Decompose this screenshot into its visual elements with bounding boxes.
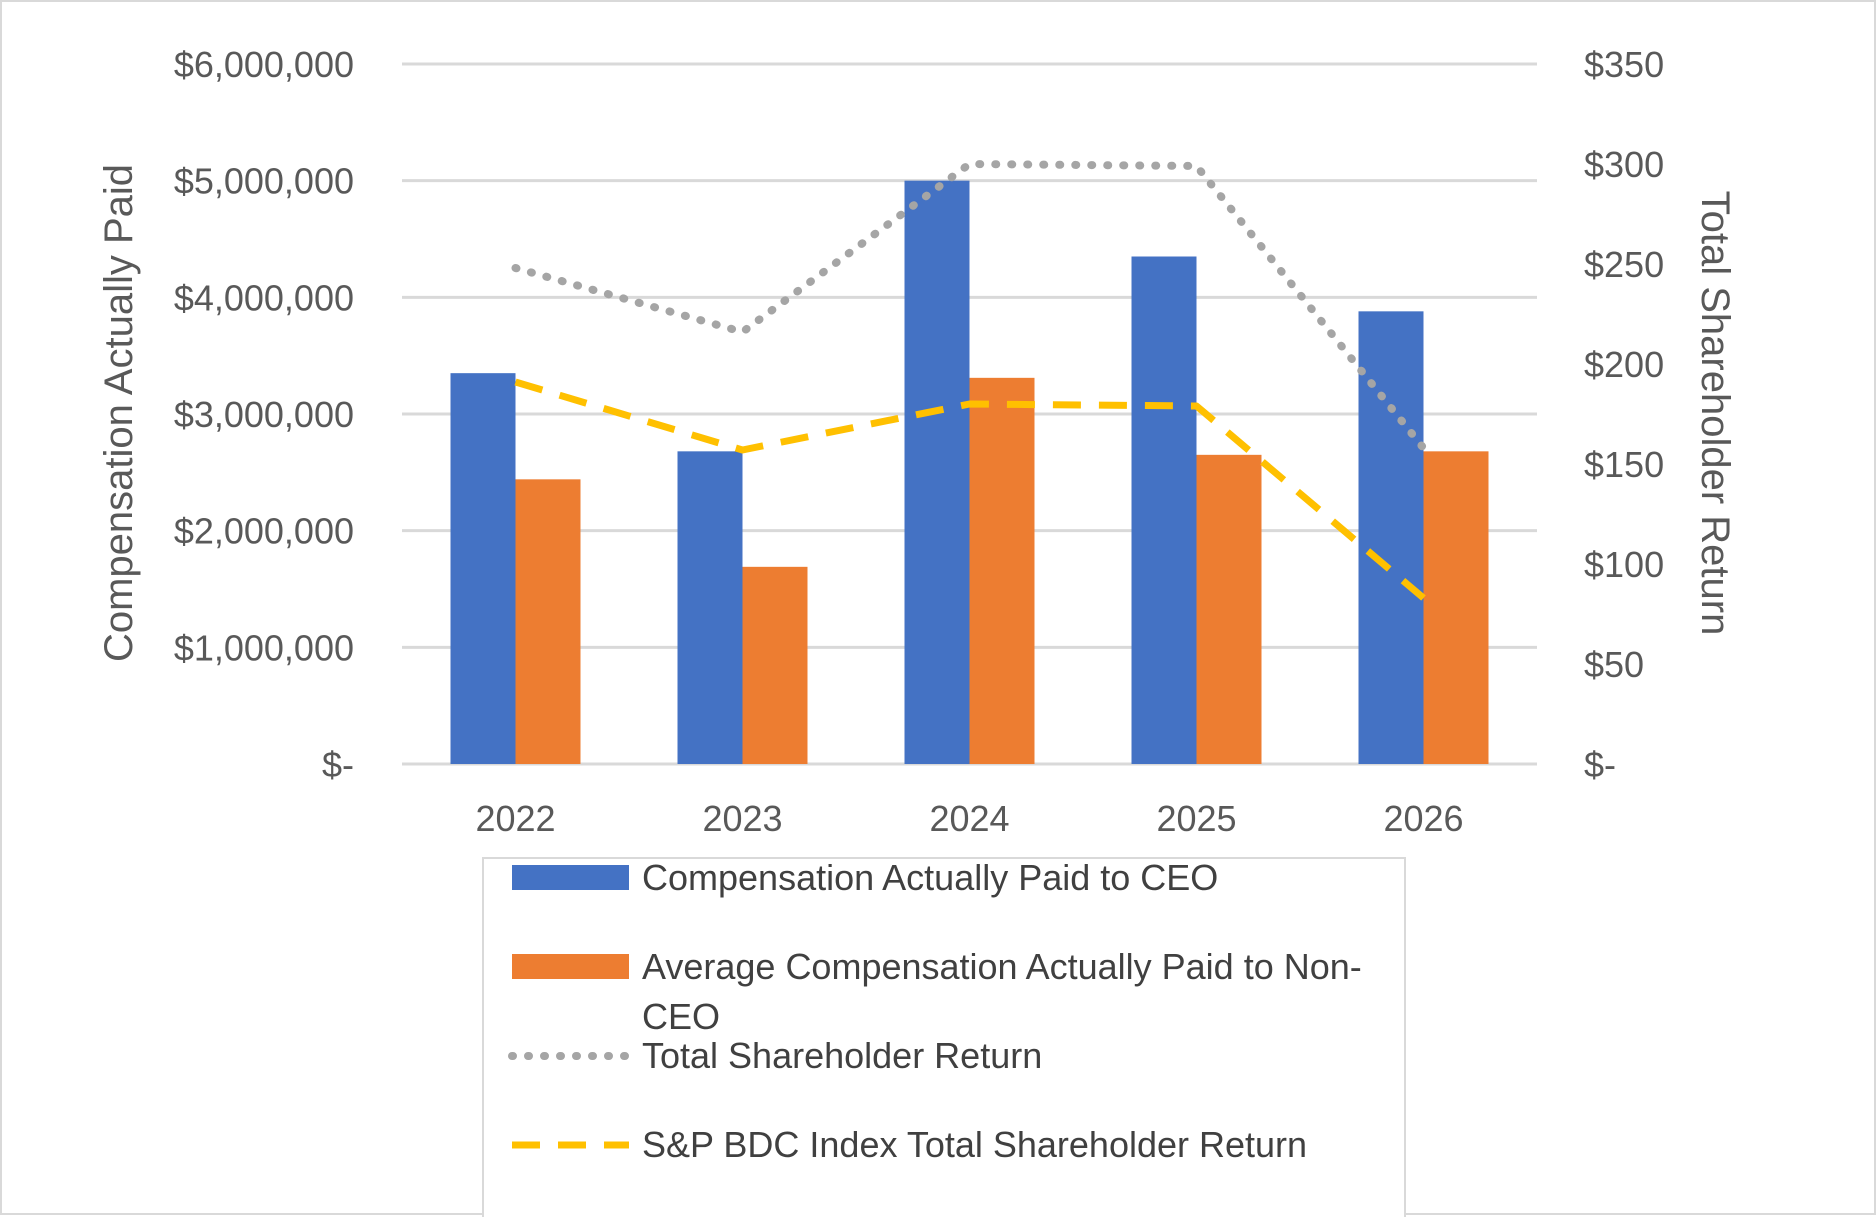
bar-non-ceo [515, 479, 581, 764]
legend-label: Total Shareholder Return [642, 1035, 1042, 1076]
x-tick-label: 2026 [1383, 798, 1463, 839]
bdc-index-line [514, 378, 1426, 601]
legend-swatch [512, 865, 629, 890]
bar-non-ceo [1196, 454, 1262, 764]
x-tick-label: 2022 [475, 798, 555, 839]
x-tick-label: 2023 [702, 798, 782, 839]
y-tick-label: $1,000,000 [174, 627, 354, 668]
legend-label: S&P BDC Index Total Shareholder Return [642, 1124, 1307, 1165]
legend-label: CEO [642, 996, 720, 1037]
y-tick-label: $2,000,000 [174, 511, 354, 552]
y2-tick-label: $50 [1584, 644, 1644, 685]
y-tick-label: $5,000,000 [174, 161, 354, 202]
bar-ceo [677, 451, 743, 764]
y2-tick-label: $150 [1584, 444, 1664, 485]
bar-ceo [450, 373, 516, 764]
y-tick-label: $4,000,000 [174, 277, 354, 318]
y2-tick-label: $100 [1584, 544, 1664, 585]
legend-box [482, 857, 1406, 1222]
x-tick-label: 2025 [1156, 798, 1236, 839]
y2-tick-label: $200 [1584, 344, 1664, 385]
y2-tick-label: $250 [1584, 244, 1664, 285]
legend: Compensation Actually Paid to CEO Average… [508, 857, 1362, 1165]
x-tick-label: 2024 [929, 798, 1009, 839]
bar-ceo [1358, 311, 1424, 764]
y2-axis-title: Total Shareholder Return [1693, 191, 1737, 636]
tsr-line [511, 160, 1428, 452]
bar-non-ceo [969, 377, 1035, 764]
bar-ceo [1131, 256, 1197, 764]
y2-tick-label: $300 [1584, 144, 1664, 185]
y-tick-label: $- [322, 744, 354, 785]
legend-label: Average Compensation Actually Paid to No… [642, 946, 1362, 987]
y-axis-title: Compensation Actually Paid [97, 164, 141, 662]
legend-swatch [512, 954, 629, 979]
y-tick-label: $3,000,000 [174, 394, 354, 435]
y2-tick-label: $350 [1584, 44, 1664, 85]
y-tick-label: $6,000,000 [174, 44, 354, 85]
bar-non-ceo [742, 566, 808, 764]
bar-ceo [904, 180, 970, 764]
legend-label: Compensation Actually Paid to CEO [642, 857, 1218, 898]
y2-tick-label: $- [1584, 744, 1616, 785]
bar-non-ceo [1423, 451, 1489, 764]
